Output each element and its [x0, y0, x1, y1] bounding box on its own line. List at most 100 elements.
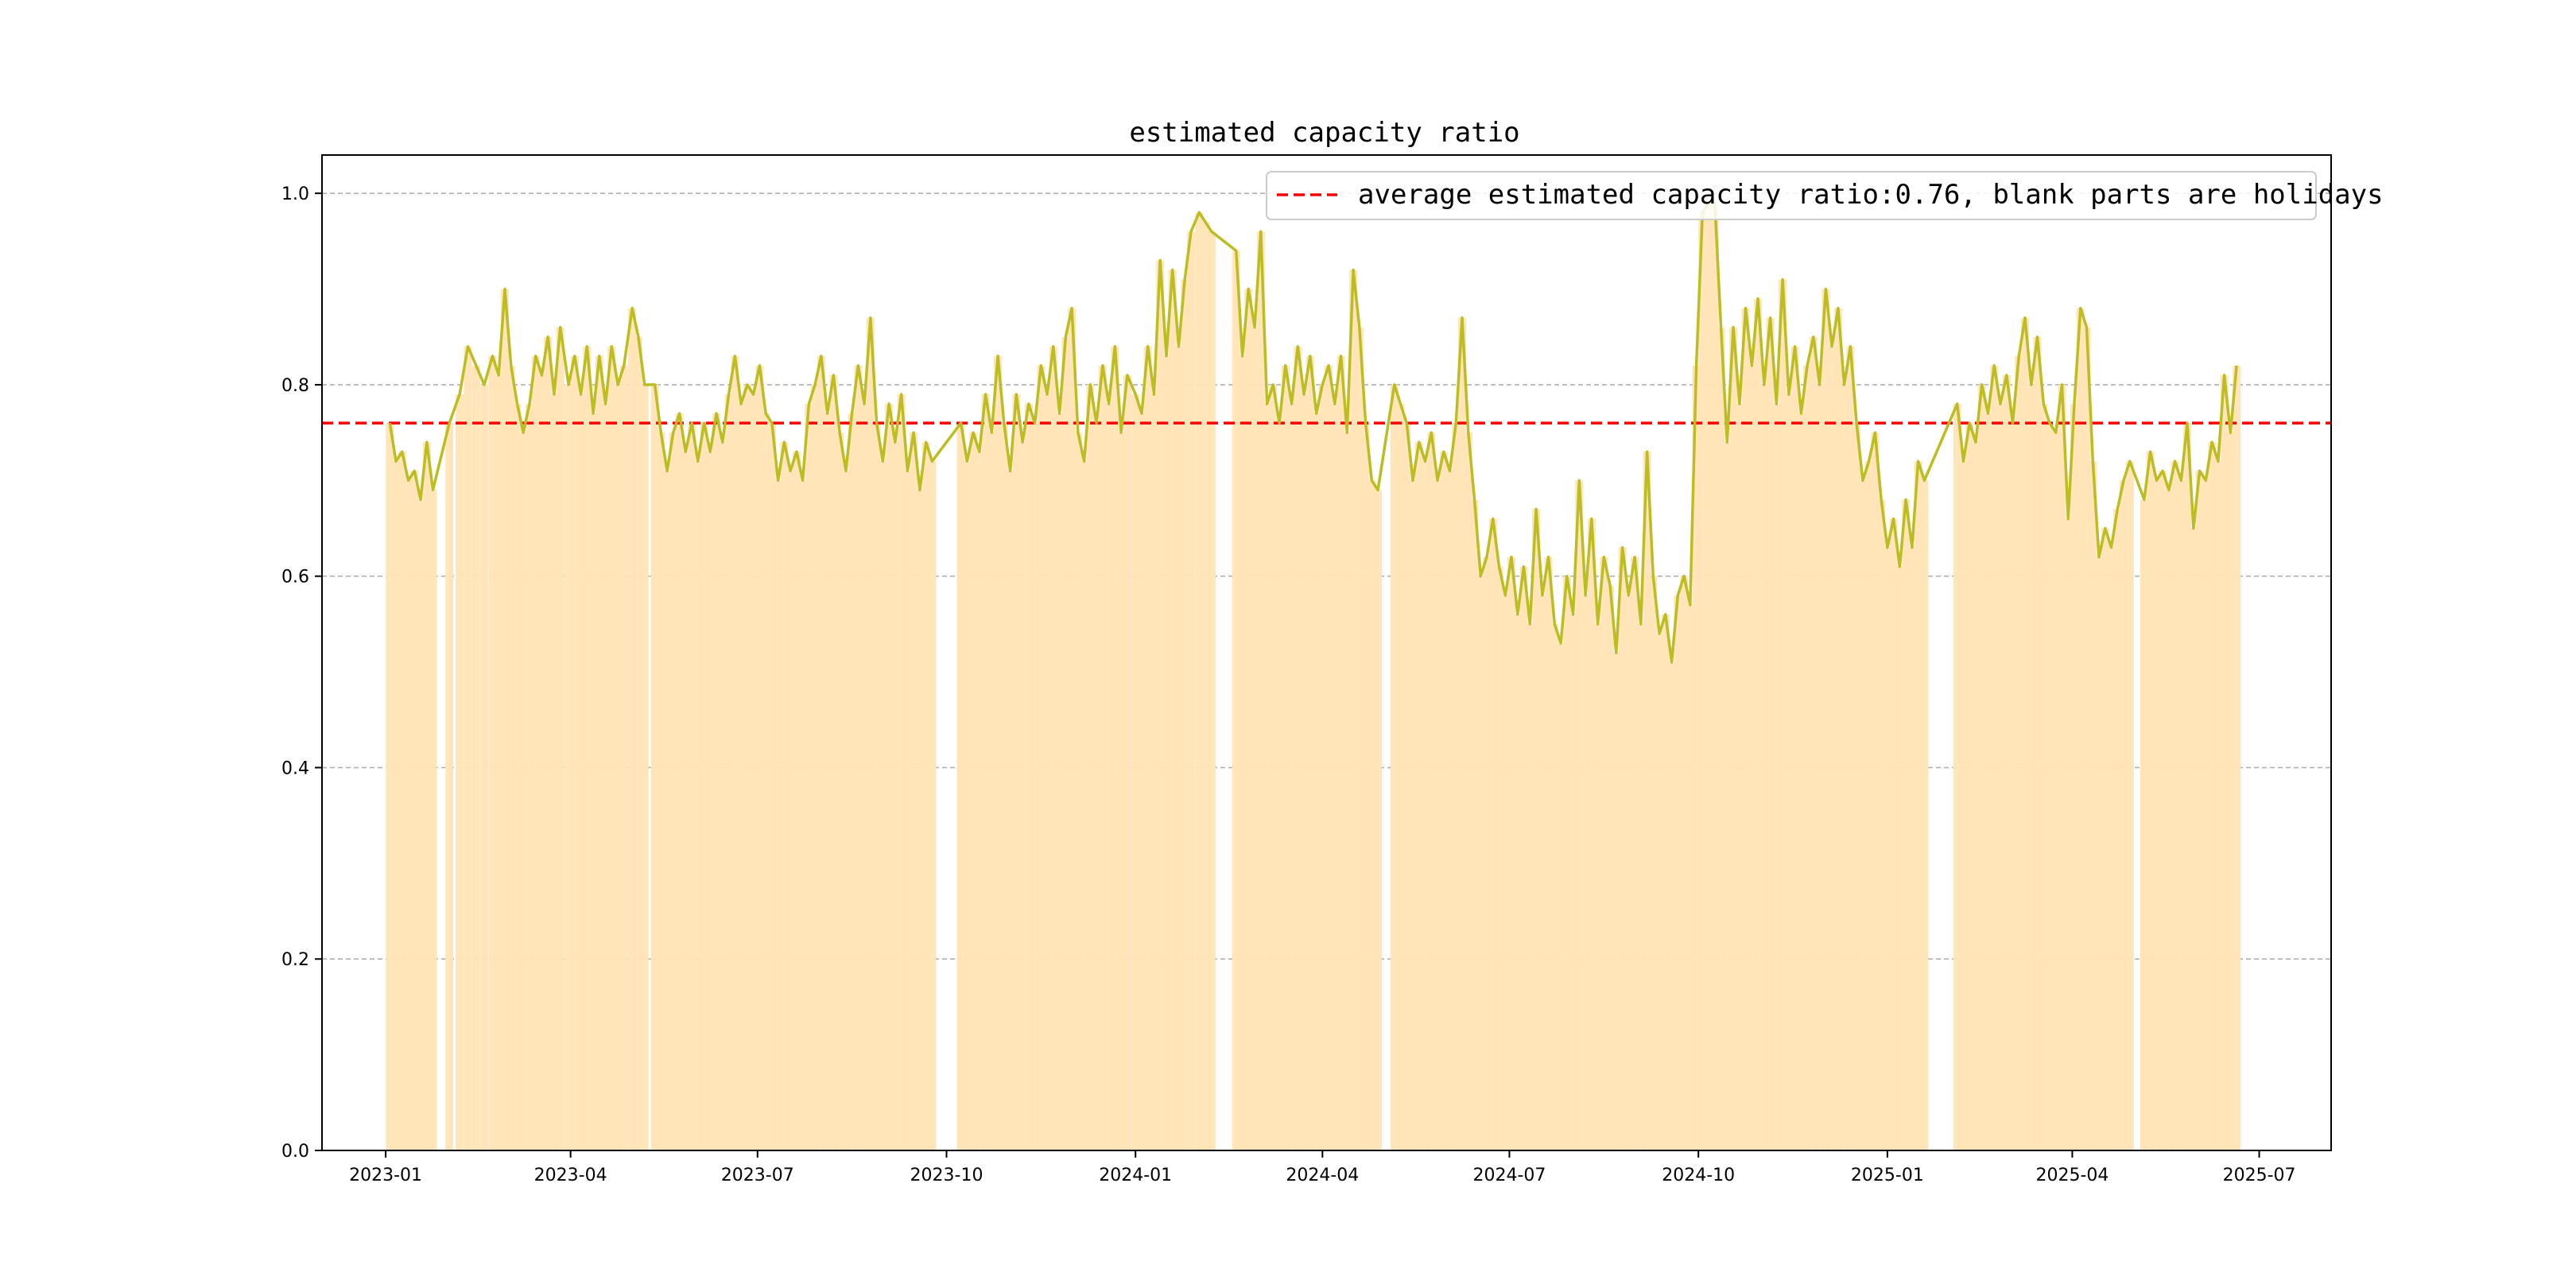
capacity-bar — [1018, 442, 1027, 1150]
capacity-bar — [1569, 614, 1577, 1150]
capacity-bar — [1907, 547, 1916, 1150]
capacity-bar — [595, 355, 603, 1150]
capacity-bar — [2140, 499, 2148, 1150]
capacity-bar — [767, 423, 776, 1150]
capacity-bar — [2177, 480, 2186, 1150]
capacity-bar — [601, 404, 610, 1150]
capacity-bar — [1421, 461, 1430, 1150]
capacity-bar — [1427, 433, 1436, 1150]
capacity-bar — [1287, 404, 1296, 1150]
capacity-bar — [614, 384, 623, 1150]
capacity-bar — [1312, 413, 1321, 1150]
capacity-bar — [786, 471, 795, 1150]
capacity-bar — [1889, 518, 1898, 1150]
capacity-bar — [2051, 433, 2060, 1150]
capacity-bar — [1300, 394, 1309, 1150]
capacity-bar — [2046, 423, 2054, 1150]
capacity-bar — [2021, 317, 2030, 1151]
capacity-bar — [1754, 298, 1763, 1151]
capacity-bar — [2107, 547, 2116, 1150]
capacity-bar — [471, 365, 480, 1150]
capacity-bar — [1030, 423, 1039, 1150]
capacity-bar — [589, 413, 598, 1150]
capacity-bar — [429, 490, 437, 1150]
y-tick-label: 0.4 — [281, 758, 309, 778]
capacity-bar — [693, 461, 702, 1150]
capacity-bar — [921, 442, 930, 1150]
capacity-bar — [1643, 452, 1651, 1150]
capacity-bar — [1098, 365, 1107, 1150]
capacity-bar — [1012, 394, 1021, 1150]
capacity-bar — [1086, 384, 1095, 1150]
capacity-bar — [1723, 442, 1732, 1150]
capacity-bar — [987, 433, 996, 1150]
capacity-bar — [1374, 490, 1383, 1150]
capacity-bar — [956, 423, 965, 1150]
capacity-bar — [480, 384, 489, 1150]
capacity-bar — [706, 452, 715, 1150]
capacity-bar — [1244, 289, 1253, 1150]
y-tick-label: 0.0 — [281, 1142, 309, 1162]
capacity-bar — [903, 471, 912, 1150]
x-tick-label: 2023-10 — [910, 1166, 983, 1185]
capacity-bar — [1667, 662, 1676, 1150]
capacity-bar — [2202, 480, 2210, 1150]
capacity-bar — [1396, 404, 1405, 1150]
capacity-bar — [1575, 480, 1584, 1150]
capacity-bar — [2226, 433, 2235, 1150]
capacity-bar — [1488, 518, 1497, 1150]
capacity-bar — [1055, 413, 1064, 1150]
capacity-bar — [404, 480, 413, 1150]
y-tick-label: 0.8 — [281, 376, 309, 396]
capacity-bar — [519, 433, 528, 1150]
capacity-bar — [780, 442, 789, 1150]
capacity-bar — [2171, 461, 2179, 1150]
capacity-bar — [1953, 404, 1961, 1150]
capacity-bar — [2125, 461, 2134, 1150]
capacity-bar — [1815, 384, 1824, 1150]
capacity-bar — [607, 346, 616, 1150]
capacity-bar — [1355, 327, 1364, 1150]
axes: 0.0 0.2 0.4 0.6 0.8 1.0 2023-01 2023-04 2023-07 2… — [281, 184, 2296, 1185]
capacity-bar — [1445, 471, 1454, 1150]
chart-title: estimated capacity ratio — [1129, 117, 1519, 149]
capacity-bar — [700, 423, 708, 1150]
capacity-bar — [841, 471, 850, 1150]
x-tick-label: 2025-04 — [2035, 1166, 2109, 1185]
capacity-bar — [1181, 279, 1189, 1150]
capacity-bar — [1049, 346, 1057, 1150]
x-tick-label: 2025-07 — [2223, 1166, 2296, 1185]
capacity-bar — [1470, 499, 1479, 1150]
capacity-bar — [1201, 222, 1210, 1150]
capacity-bar — [1526, 623, 1534, 1150]
capacity-bar — [525, 404, 533, 1150]
capacity-bar — [1996, 404, 2005, 1150]
capacity-bar — [1174, 346, 1183, 1150]
capacity-bar — [500, 289, 509, 1150]
x-tick-label: 2024-04 — [1286, 1166, 1359, 1185]
capacity-bar — [2027, 384, 2035, 1150]
capacity-bar — [1710, 203, 1719, 1151]
capacity-bar — [1581, 595, 1590, 1150]
capacity-bar — [1600, 557, 1608, 1150]
capacity-bar — [1680, 576, 1689, 1150]
capacity-bar — [1068, 308, 1077, 1151]
capacity-bar — [2033, 336, 2042, 1150]
capacity-bar — [1557, 642, 1565, 1150]
capacity-bar — [1402, 423, 1411, 1150]
legend: average estimated capacity ratio:0.76, b… — [1266, 171, 2384, 220]
capacity-bar — [398, 452, 406, 1150]
capacity-bar — [657, 433, 665, 1150]
capacity-bar — [1587, 518, 1596, 1150]
capacity-bar — [1207, 231, 1216, 1151]
capacity-bar — [981, 394, 990, 1150]
capacity-bar — [1674, 595, 1682, 1150]
capacity-bar — [885, 404, 894, 1150]
capacity-bar — [1593, 623, 1602, 1150]
capacity-bar — [1150, 394, 1158, 1150]
capacity-bar — [737, 404, 746, 1150]
capacity-bar — [1532, 509, 1541, 1150]
capacity-bar — [1741, 308, 1750, 1151]
capacity-bar — [1649, 576, 1658, 1150]
capacity-bar — [1606, 585, 1615, 1150]
